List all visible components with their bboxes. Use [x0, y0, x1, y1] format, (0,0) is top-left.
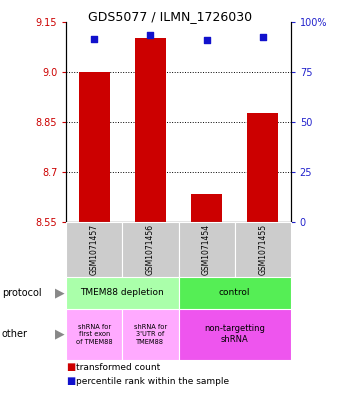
Text: ■: ■: [66, 376, 75, 386]
Bar: [191, 194, 222, 222]
Text: GSM1071456: GSM1071456: [146, 224, 155, 275]
Point: [148, 31, 153, 38]
Text: non-targetting
shRNA: non-targetting shRNA: [204, 324, 265, 344]
Bar: [66, 222, 122, 277]
Text: GSM1071457: GSM1071457: [90, 224, 99, 275]
Bar: [178, 277, 291, 309]
Text: ■: ■: [66, 362, 75, 373]
Point: [91, 35, 97, 42]
Text: transformed count: transformed count: [76, 363, 161, 372]
Bar: [178, 222, 235, 277]
Text: GSM1071455: GSM1071455: [258, 224, 267, 275]
Bar: [122, 222, 178, 277]
Bar: [79, 72, 110, 222]
Text: control: control: [219, 288, 250, 297]
Point: [204, 37, 209, 43]
Text: ▶: ▶: [55, 286, 64, 299]
Text: TMEM88 depletion: TMEM88 depletion: [81, 288, 164, 297]
Text: GSM1071454: GSM1071454: [202, 224, 211, 275]
Point: [260, 33, 265, 40]
Bar: [235, 222, 291, 277]
Bar: [66, 309, 122, 360]
Text: shRNA for
3'UTR of
TMEM88: shRNA for 3'UTR of TMEM88: [134, 323, 167, 345]
Text: percentile rank within the sample: percentile rank within the sample: [76, 377, 230, 386]
Bar: [122, 309, 178, 360]
Text: protocol: protocol: [2, 288, 41, 298]
Text: other: other: [2, 329, 28, 339]
Text: shRNA for
first exon
of TMEM88: shRNA for first exon of TMEM88: [76, 323, 113, 345]
Text: ▶: ▶: [55, 327, 64, 341]
Bar: [66, 277, 178, 309]
Bar: [247, 114, 278, 222]
Bar: [178, 309, 291, 360]
Text: GDS5077 / ILMN_1726030: GDS5077 / ILMN_1726030: [88, 10, 252, 23]
Bar: [135, 39, 166, 222]
